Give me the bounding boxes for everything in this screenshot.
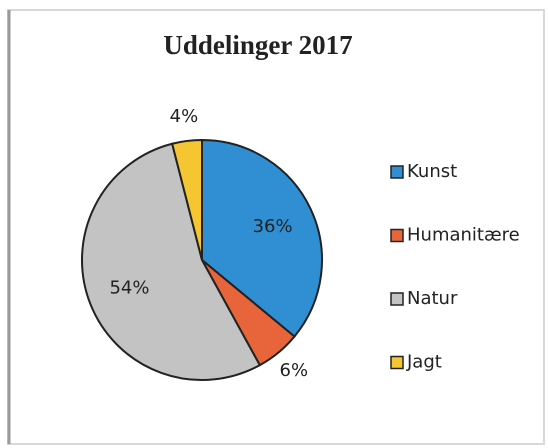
legend-label: Kunst [407,161,457,182]
data-label: 36% [253,216,293,237]
legend-label: Natur [407,288,458,309]
legend-swatch [390,228,404,243]
legend-swatch [390,165,404,179]
data-label: 4% [170,106,199,127]
legend-label: Humanitære [407,225,520,246]
data-label: 54% [109,278,149,299]
data-label: 6% [280,360,309,381]
legend-swatch [390,292,404,306]
chart-title: Uddelinger 2017 [163,30,352,60]
legend-label: Jagt [406,352,442,373]
pie-slice [81,142,262,381]
pie-slice [170,138,203,261]
legend-swatch [390,355,404,370]
pie-slice [201,138,323,338]
